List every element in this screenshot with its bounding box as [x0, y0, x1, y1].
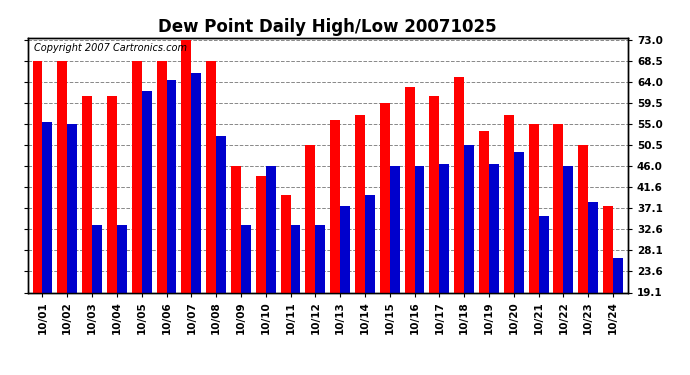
Bar	[588, 202, 598, 292]
Bar	[380, 103, 390, 292]
Bar	[553, 124, 564, 292]
Bar	[43, 122, 52, 292]
Bar	[206, 61, 216, 292]
Bar	[489, 164, 499, 292]
Bar	[166, 80, 177, 292]
Bar	[68, 124, 77, 292]
Bar	[529, 124, 539, 292]
Bar	[256, 176, 266, 292]
Bar	[440, 164, 449, 292]
Bar	[92, 225, 102, 292]
Bar	[514, 152, 524, 292]
Bar	[315, 225, 325, 292]
Bar	[241, 225, 251, 292]
Bar	[117, 225, 127, 292]
Bar	[32, 61, 43, 292]
Bar	[281, 195, 290, 292]
Bar	[331, 120, 340, 292]
Bar	[266, 166, 276, 292]
Bar	[404, 87, 415, 292]
Bar	[191, 73, 201, 292]
Bar	[578, 146, 588, 292]
Bar	[429, 96, 440, 292]
Bar	[216, 136, 226, 292]
Bar	[454, 77, 464, 292]
Bar	[613, 258, 623, 292]
Bar	[390, 166, 400, 292]
Bar	[181, 40, 191, 292]
Bar	[464, 146, 474, 292]
Bar	[504, 115, 514, 292]
Bar	[141, 92, 152, 292]
Bar	[290, 225, 300, 292]
Bar	[603, 206, 613, 292]
Bar	[132, 61, 141, 292]
Bar	[479, 131, 489, 292]
Bar	[415, 166, 424, 292]
Bar	[355, 115, 365, 292]
Bar	[82, 96, 92, 292]
Bar	[231, 166, 241, 292]
Bar	[107, 96, 117, 292]
Bar	[340, 206, 350, 292]
Text: Copyright 2007 Cartronics.com: Copyright 2007 Cartronics.com	[34, 43, 186, 52]
Bar	[365, 195, 375, 292]
Bar	[157, 61, 166, 292]
Bar	[306, 146, 315, 292]
Bar	[539, 216, 549, 292]
Bar	[57, 61, 68, 292]
Title: Dew Point Daily High/Low 20071025: Dew Point Daily High/Low 20071025	[159, 18, 497, 36]
Bar	[564, 166, 573, 292]
